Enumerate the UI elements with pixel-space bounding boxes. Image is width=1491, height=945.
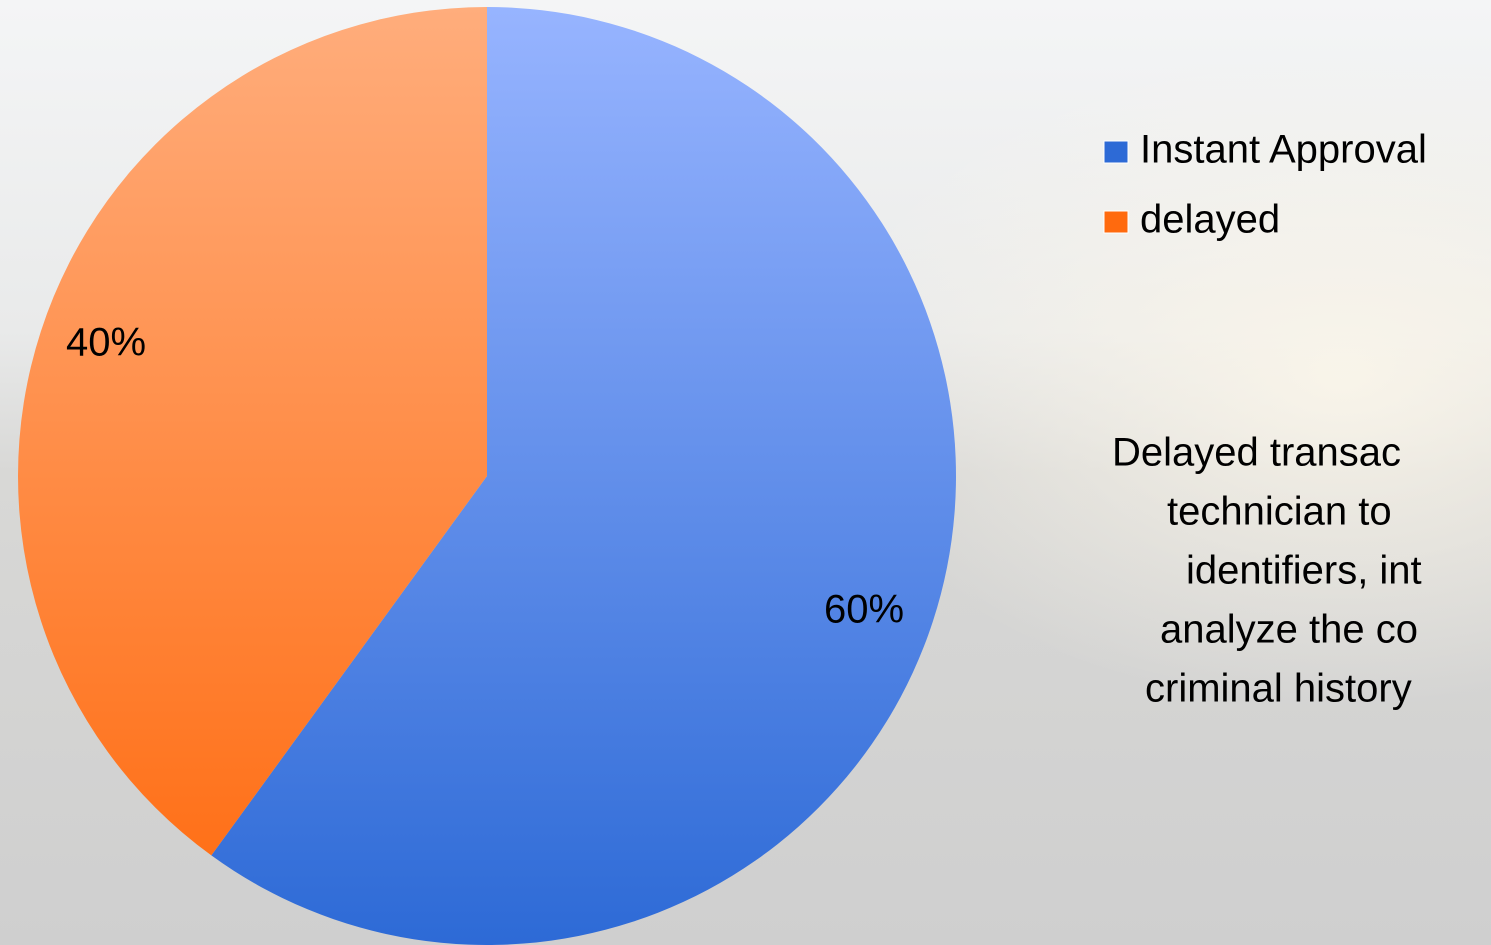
data-label: 60% xyxy=(824,588,904,632)
annotation-line: identifiers, int xyxy=(1186,549,1422,593)
annotation-line: criminal history xyxy=(1145,667,1412,711)
annotation-line: analyze the co xyxy=(1160,608,1418,652)
annotation-line: Delayed transac xyxy=(1112,431,1401,475)
legend-swatch xyxy=(1104,211,1128,233)
data-label: 40% xyxy=(66,321,146,365)
legend-label: Instant Approval xyxy=(1140,128,1427,172)
chart: 60% 40% Instant Approval delayed Delayed tra… xyxy=(0,0,1491,945)
page: 60% 40% Instant Approval delayed Delayed tra… xyxy=(0,0,1491,945)
legend-swatch xyxy=(1104,141,1128,163)
legend-label: delayed xyxy=(1140,198,1280,242)
annotation-line: technician to xyxy=(1167,490,1392,534)
